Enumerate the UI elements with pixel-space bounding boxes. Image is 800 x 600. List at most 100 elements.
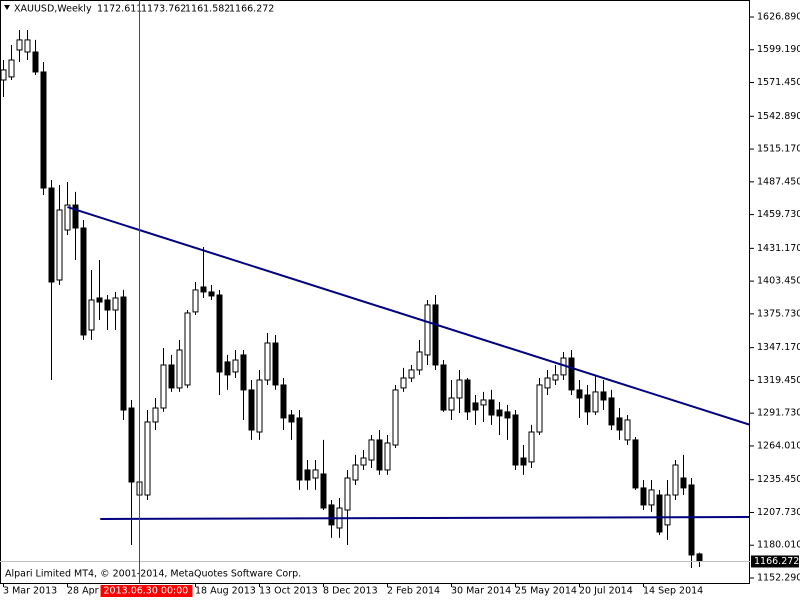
x-tick-label: 14 Sep 2014 xyxy=(643,586,703,597)
candle-body xyxy=(72,204,79,229)
candle-body xyxy=(352,464,359,481)
candle-body xyxy=(616,417,623,431)
x-tick-label: 18 Aug 2013 xyxy=(195,586,256,597)
candle-body xyxy=(0,69,7,81)
candle-body xyxy=(424,304,431,356)
y-tick-label: 1626.890 xyxy=(757,11,800,22)
candle-body xyxy=(584,394,591,413)
candle-body xyxy=(400,377,407,389)
y-tick-label: 1487.450 xyxy=(757,176,800,187)
candle-body xyxy=(576,389,583,399)
candle-body xyxy=(528,431,535,463)
candle-body xyxy=(64,204,71,231)
trendline xyxy=(67,206,750,426)
x-tick-label: 20 Jul 2014 xyxy=(579,586,633,597)
y-tick-label: 1431.170 xyxy=(757,243,800,254)
candle-body xyxy=(168,364,175,389)
y-tick-label: 1235.450 xyxy=(757,474,800,485)
chart-title: XAUUSD,Weekly xyxy=(14,4,92,15)
candle-body xyxy=(224,361,231,376)
candle-body xyxy=(208,291,215,297)
candle-body xyxy=(328,504,335,526)
candle-body xyxy=(232,359,239,373)
y-tick-label: 1291.730 xyxy=(757,408,800,419)
candle-body xyxy=(112,297,119,311)
candle-body xyxy=(288,414,295,423)
candle-body xyxy=(344,477,351,511)
candle-body xyxy=(512,414,519,466)
candle-body xyxy=(296,417,303,481)
candle-body xyxy=(496,409,503,417)
candle-body xyxy=(248,389,255,431)
candle-body xyxy=(368,439,375,461)
header-close: 1166.272 xyxy=(229,4,274,15)
candle-body xyxy=(696,553,703,562)
candle-body xyxy=(376,439,383,471)
candle-body xyxy=(408,369,415,379)
y-tick-label: 1180.010 xyxy=(757,540,800,551)
candle-body xyxy=(680,477,687,489)
candle-body xyxy=(264,342,271,381)
candle-body xyxy=(632,439,639,489)
candle-body xyxy=(536,384,543,433)
candle-body xyxy=(240,354,247,391)
x-tick-label: 3 Mar 2013 xyxy=(3,586,57,597)
candle-body xyxy=(104,299,111,311)
candle-body xyxy=(544,377,551,389)
candle-body xyxy=(216,294,223,373)
crosshair-label: 2013.06.30 00:00 xyxy=(104,586,189,597)
candle-body xyxy=(488,399,495,416)
header-low: 1161.582 xyxy=(185,4,230,15)
candle-body xyxy=(56,209,63,281)
candle-body xyxy=(184,312,191,386)
plot-frame xyxy=(0,0,750,584)
candle-body xyxy=(664,494,671,526)
candle-body xyxy=(688,484,695,556)
y-tick-label: 1319.450 xyxy=(757,375,800,386)
y-tick-label: 1599.190 xyxy=(757,44,800,55)
price-label-box xyxy=(751,555,799,568)
candle-body xyxy=(384,442,391,471)
y-tick-label: 1542.890 xyxy=(757,111,800,122)
candle-body xyxy=(672,464,679,496)
plot-area xyxy=(0,29,750,568)
candle-body xyxy=(320,473,327,509)
candle-body xyxy=(16,39,23,51)
candle-body xyxy=(80,227,87,336)
candle-body xyxy=(640,487,647,506)
candle-body xyxy=(624,419,631,441)
y-tick-label: 1207.730 xyxy=(757,507,800,518)
trendline xyxy=(100,515,750,521)
crosshair-label-box xyxy=(100,585,193,597)
candle-body xyxy=(160,364,167,409)
candle-body xyxy=(480,399,487,406)
candle-body xyxy=(520,457,527,466)
candle-body xyxy=(648,489,655,506)
candle-body xyxy=(192,289,199,313)
candle-body xyxy=(432,304,439,366)
candle-body xyxy=(608,397,615,426)
candle-body xyxy=(120,296,127,411)
watermark: Alpari Limited MT4, © 2001-2014, MetaQuo… xyxy=(5,569,301,580)
candle-body xyxy=(448,397,455,411)
y-tick-label: 1347.170 xyxy=(757,342,800,353)
candle-body xyxy=(88,299,95,331)
x-tick-label: 25 May 2014 xyxy=(515,586,577,597)
candle-body xyxy=(272,342,279,386)
candle-body xyxy=(24,39,31,53)
candle-body xyxy=(600,391,607,401)
candle-body xyxy=(568,357,575,391)
candle-body xyxy=(504,411,511,419)
y-tick-label: 1264.010 xyxy=(757,440,800,451)
candle-body xyxy=(280,384,287,419)
candle-body xyxy=(304,469,311,481)
candle-body xyxy=(256,379,263,433)
candle-body xyxy=(464,379,471,413)
candle-body xyxy=(200,286,207,293)
x-tick-label: 2 Feb 2014 xyxy=(387,586,440,597)
candle-body xyxy=(440,364,447,411)
header-high: 1173.762 xyxy=(141,4,186,15)
candle-body xyxy=(312,469,319,479)
